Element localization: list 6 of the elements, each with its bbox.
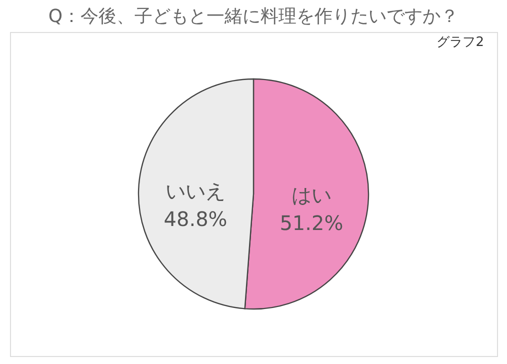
slice-label: はい xyxy=(291,183,332,208)
text: グラフ2 xyxy=(436,35,484,50)
data-label: 51.2% xyxy=(280,211,344,236)
slice-label: いいえ xyxy=(166,178,226,203)
chart-title: Q：今後、子どもと一緒に料理を作りたいですか？ xyxy=(48,6,459,27)
data-label: 48.8% xyxy=(164,206,228,231)
